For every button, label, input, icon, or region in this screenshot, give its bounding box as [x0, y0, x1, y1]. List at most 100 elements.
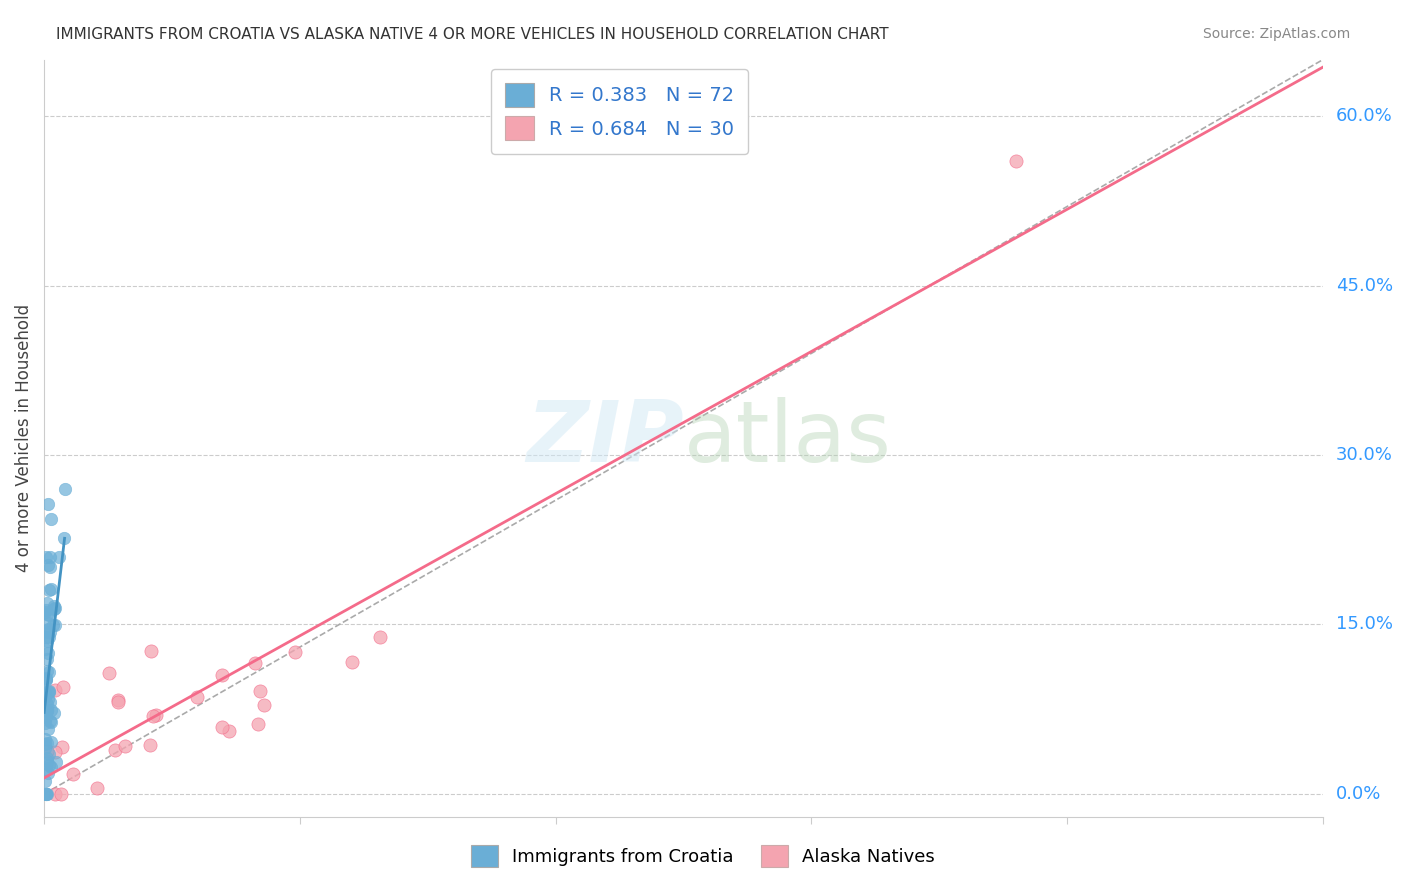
Point	[37, 765, 59, 780]
Point	[114, 739, 136, 753]
Text: 45.0%: 45.0%	[1336, 277, 1393, 294]
Point	[35, 697, 58, 711]
Point	[34, 624, 56, 638]
Point	[107, 695, 129, 709]
Text: 60.0%: 60.0%	[1336, 107, 1392, 125]
Point	[38, 685, 60, 699]
Point	[35, 652, 58, 666]
Point	[39, 760, 62, 774]
Point	[44, 601, 66, 615]
Point	[243, 656, 266, 670]
Point	[37, 596, 59, 610]
Point	[62, 767, 84, 781]
Point	[1005, 154, 1028, 169]
Point	[37, 616, 59, 631]
Point	[142, 708, 165, 723]
Y-axis label: 4 or more Vehicles in Household: 4 or more Vehicles in Household	[15, 304, 32, 572]
Point	[37, 685, 59, 699]
Point	[53, 531, 76, 545]
Point	[34, 762, 56, 776]
Point	[39, 735, 62, 749]
Point	[35, 673, 58, 687]
Point	[38, 582, 60, 597]
Point	[34, 737, 56, 751]
Point	[107, 693, 129, 707]
Point	[44, 599, 66, 614]
Point	[49, 787, 72, 801]
Point	[39, 560, 62, 574]
Point	[104, 743, 127, 757]
Point	[39, 702, 62, 716]
Point	[42, 706, 65, 720]
Point	[34, 773, 56, 788]
Point	[34, 703, 56, 717]
Point	[35, 672, 58, 686]
Text: 0.0%: 0.0%	[1336, 785, 1381, 803]
Point	[38, 665, 60, 679]
Point	[42, 618, 65, 632]
Legend: R = 0.383   N = 72, R = 0.684   N = 30: R = 0.383 N = 72, R = 0.684 N = 30	[491, 70, 748, 153]
Point	[37, 703, 59, 717]
Point	[35, 665, 58, 679]
Point	[39, 695, 62, 709]
Legend: Immigrants from Croatia, Alaska Natives: Immigrants from Croatia, Alaska Natives	[464, 838, 942, 874]
Point	[34, 605, 56, 619]
Point	[246, 717, 269, 731]
Text: ZIP: ZIP	[526, 397, 683, 480]
Point	[53, 482, 76, 496]
Point	[44, 617, 66, 632]
Point	[37, 692, 59, 706]
Point	[34, 690, 56, 704]
Point	[218, 724, 240, 739]
Point	[139, 644, 162, 658]
Text: 30.0%: 30.0%	[1336, 446, 1392, 464]
Point	[34, 685, 56, 699]
Point	[35, 787, 58, 801]
Point	[42, 602, 65, 616]
Point	[139, 738, 162, 752]
Point	[37, 497, 59, 511]
Point	[98, 665, 121, 680]
Point	[39, 511, 62, 525]
Point	[44, 787, 66, 801]
Point	[38, 758, 60, 772]
Point	[35, 672, 58, 686]
Point	[284, 645, 307, 659]
Point	[35, 704, 58, 718]
Point	[48, 550, 70, 565]
Point	[253, 698, 276, 712]
Point	[368, 631, 391, 645]
Point	[38, 624, 60, 639]
Point	[34, 716, 56, 731]
Text: 15.0%: 15.0%	[1336, 615, 1393, 633]
Point	[35, 744, 58, 758]
Point	[186, 690, 208, 704]
Point	[249, 684, 271, 698]
Text: Source: ZipAtlas.com: Source: ZipAtlas.com	[1202, 27, 1350, 41]
Point	[34, 731, 56, 746]
Text: atlas: atlas	[683, 397, 891, 480]
Point	[38, 549, 60, 564]
Point	[38, 747, 60, 761]
Point	[38, 631, 60, 645]
Point	[145, 707, 167, 722]
Point	[34, 787, 56, 801]
Point	[39, 582, 62, 596]
Point	[51, 740, 73, 755]
Point	[35, 607, 58, 622]
Point	[44, 745, 66, 759]
Point	[211, 668, 233, 682]
Point	[35, 787, 58, 801]
Point	[35, 751, 58, 765]
Point	[34, 641, 56, 656]
Point	[52, 680, 75, 694]
Point	[211, 720, 233, 734]
Point	[35, 754, 58, 768]
Point	[340, 655, 363, 669]
Point	[37, 558, 59, 573]
Point	[35, 709, 58, 723]
Point	[37, 722, 59, 736]
Point	[39, 714, 62, 728]
Point	[38, 608, 60, 623]
Point	[37, 622, 59, 636]
